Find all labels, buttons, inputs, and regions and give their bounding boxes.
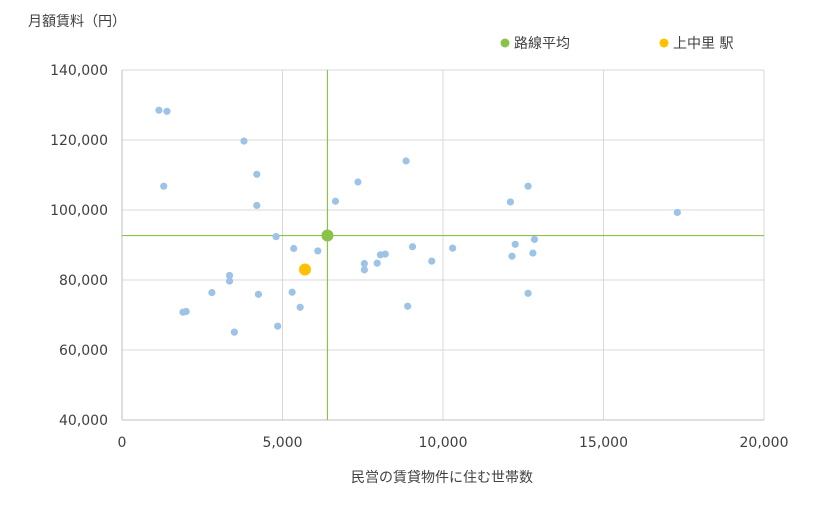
station-point [404, 302, 412, 310]
station-point [182, 307, 190, 316]
station-point [274, 322, 282, 330]
reference-lines [122, 70, 764, 420]
station-point [331, 197, 340, 205]
average-point [321, 229, 334, 242]
station-point [296, 303, 304, 311]
gridlines [122, 69, 765, 420]
station-point [225, 271, 234, 280]
x-tick-label: 15,000 [579, 435, 628, 451]
x-tick-label: 5,000 [262, 435, 302, 451]
y-tick-label: 80,000 [59, 273, 108, 289]
station-point [360, 259, 368, 268]
station-point [208, 289, 216, 297]
station-point [408, 243, 417, 251]
station-point [530, 235, 539, 243]
station-point [254, 290, 263, 298]
y-axis-label: 月額賃料（円） [28, 14, 126, 30]
x-tick-label: 20,000 [740, 435, 789, 451]
station-point [225, 277, 234, 285]
axes [121, 70, 764, 421]
x-tick-label: 10,000 [419, 435, 468, 451]
station-point [524, 289, 532, 297]
station-point [272, 233, 280, 241]
station-point [155, 106, 163, 114]
legend-marker-station [659, 38, 669, 48]
station-point [160, 182, 168, 190]
station-point [381, 250, 389, 258]
station-point [360, 266, 368, 274]
highlight-station-point [298, 263, 311, 276]
station-point [253, 201, 261, 210]
station-point [288, 288, 296, 296]
legend-label-average: 路線平均 [514, 36, 570, 52]
station-point [508, 252, 516, 260]
y-tick-label: 40,000 [59, 413, 108, 429]
station-point [373, 259, 381, 267]
y-tick-label: 100,000 [50, 203, 108, 219]
station-point [354, 178, 362, 186]
station-point [449, 244, 457, 252]
data-points [155, 106, 681, 336]
station-point [506, 198, 515, 206]
station-point [524, 182, 532, 190]
station-point [529, 249, 537, 257]
station-point [290, 244, 298, 253]
legend: 路線平均 上中里 駅 [500, 36, 733, 52]
tick-labels: 40,000 60,000 80,000 100,000 120,000 140,000 0… [50, 63, 788, 451]
station-point [253, 170, 261, 178]
station-point [511, 240, 519, 248]
y-tick-label: 60,000 [59, 343, 108, 359]
legend-marker-average [500, 38, 510, 48]
y-tick-label: 140,000 [50, 63, 108, 79]
y-tick-label: 120,000 [50, 133, 108, 149]
station-point [673, 208, 681, 217]
station-point [230, 328, 238, 336]
legend-label-station: 上中里 駅 [673, 36, 733, 52]
x-axis-label: 民営の賃貸物件に住む世帯数 [351, 470, 533, 486]
station-point [402, 157, 410, 165]
station-point [163, 107, 171, 115]
x-tick-label: 0 [118, 435, 127, 451]
station-point [240, 137, 248, 145]
station-point [428, 257, 436, 265]
station-point [314, 247, 322, 255]
